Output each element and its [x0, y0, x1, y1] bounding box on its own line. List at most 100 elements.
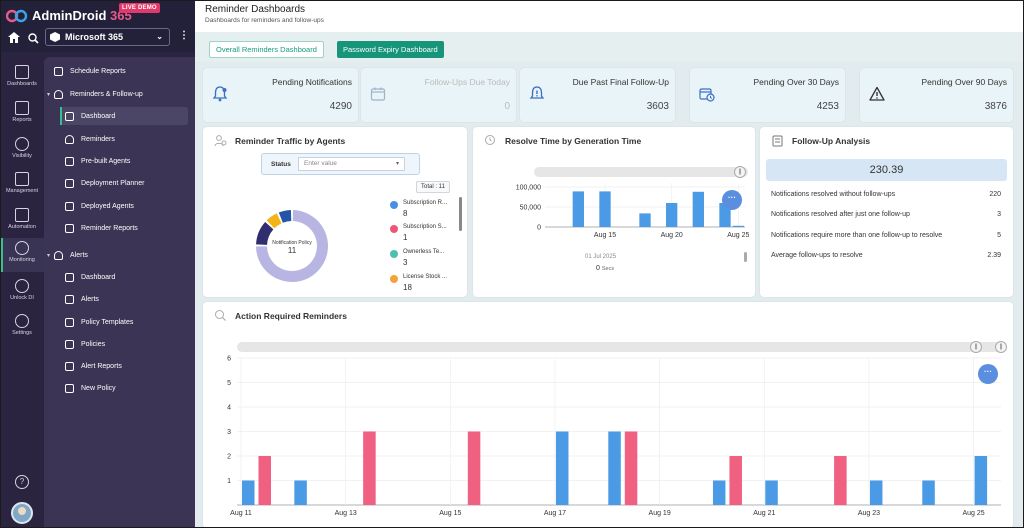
kpi-pending-over-90[interactable]: Pending Over 90 Days 3876	[860, 68, 1013, 122]
row-value: 5	[997, 232, 1001, 239]
nav-label: Reminders & Follow-up	[70, 90, 143, 98]
tab-overall-reminders[interactable]: Overall Reminders Dashboard	[209, 41, 324, 58]
kpi-label: Pending Notifications	[272, 77, 352, 87]
kpi-pending-over-30[interactable]: Pending Over 30 Days 4253	[690, 68, 845, 122]
kpi-label: Follow-Ups Due Today	[424, 77, 510, 87]
nav-deployed-agents[interactable]: Deployed Agents	[44, 197, 195, 215]
clipboard-icon	[772, 135, 783, 147]
rail-monitoring[interactable]: Monitoring	[0, 238, 44, 272]
more-options-button[interactable]: ···	[722, 190, 742, 210]
automation-icon	[15, 208, 29, 222]
nav-policy-templates[interactable]: Policy Templates	[44, 313, 195, 331]
nav-reminders-followup[interactable]: ▾ Reminders & Follow-up	[44, 85, 195, 103]
x-tick-label: Aug 23	[858, 510, 880, 517]
slider-handle-right[interactable]: ||	[995, 341, 1007, 353]
bar	[732, 225, 744, 227]
followup-analysis-card: Follow-Up Analysis 230.39 Notifications …	[760, 127, 1013, 297]
nav-schedule-reports[interactable]: Schedule Reports	[44, 62, 195, 80]
legend-count: 3	[403, 258, 408, 267]
y-tick-label: 0	[537, 225, 541, 232]
nav-label: Dashboard	[81, 112, 116, 120]
status-input[interactable]: Enter value ▾	[298, 157, 405, 171]
y-tick-label: 3	[227, 429, 231, 436]
selected-value-number: 0	[596, 265, 600, 272]
rail-dashboards[interactable]: Dashboards	[0, 62, 44, 96]
clock-search-icon	[485, 135, 495, 145]
status-filter: Status Enter value ▾	[261, 153, 420, 175]
kpi-pending-notifications[interactable]: Pending Notifications 4290	[203, 68, 358, 122]
kpi-followups-due-today[interactable]: Follow-Ups Due Today 0	[361, 68, 516, 122]
nav-label: Policies	[81, 340, 106, 348]
template-icon	[65, 317, 74, 327]
tenant-selector[interactable]: Microsoft 365 ⌄	[45, 28, 170, 46]
rail-automation[interactable]: Automation	[0, 205, 44, 239]
nav-reminder-reports[interactable]: Reminder Reports	[44, 219, 195, 237]
x-tick-label: Aug 25	[727, 232, 749, 239]
donut-slice	[256, 221, 274, 245]
rail-visibility[interactable]: Visibility	[0, 134, 44, 168]
warning-icon	[869, 86, 885, 101]
nav-deployment-planner[interactable]: Deployment Planner	[44, 174, 195, 192]
x-tick-label: Aug 15	[594, 232, 616, 239]
nav-label: New Policy	[81, 384, 116, 392]
app-logo[interactable]: AdminDroid 365	[6, 8, 132, 23]
status-label: Status	[271, 161, 291, 168]
followup-headline: 230.39	[766, 159, 1007, 181]
rail-label: Visibility	[12, 153, 32, 159]
nav-label: Policy Templates	[81, 318, 134, 326]
rail-label: Unlock DI	[10, 295, 34, 301]
rail-label: Reports	[12, 117, 32, 123]
bell-icon	[212, 86, 228, 102]
nav-alerts[interactable]: ▾ Alerts	[44, 246, 195, 264]
selected-date: 01 Jul 2025	[585, 254, 617, 260]
rail-reports[interactable]: Reports	[0, 98, 44, 132]
range-slider[interactable]	[237, 342, 1007, 352]
report-icon	[15, 101, 29, 115]
home-icon[interactable]	[8, 32, 20, 46]
range-slider[interactable]	[534, 167, 748, 177]
slider-handle[interactable]: ||	[734, 166, 746, 178]
nav-dashboard[interactable]: Dashboard	[60, 107, 188, 125]
legend-scrollbar[interactable]	[459, 197, 462, 231]
management-icon	[15, 172, 29, 186]
legend-name: Subscription S...	[403, 224, 447, 230]
bell-icon	[54, 89, 63, 99]
nav-new-policy[interactable]: New Policy	[44, 379, 195, 397]
avatar[interactable]	[11, 502, 33, 524]
rail-label: Management	[5, 188, 39, 194]
followup-row: Notifications resolved without follow-up…	[771, 191, 1001, 198]
donut-slice	[256, 210, 328, 282]
bar	[666, 203, 678, 227]
more-options-button[interactable]: ···	[978, 364, 998, 384]
search-icon[interactable]	[28, 31, 39, 49]
x-tick-label: Aug 21	[753, 510, 775, 517]
rail-unlock-di[interactable]: Unlock DI	[0, 276, 44, 310]
secondary-nav: Schedule Reports ▾ Reminders & Follow-up …	[44, 57, 195, 528]
y-tick-label: 1	[227, 478, 231, 485]
rail-settings[interactable]: Settings	[0, 311, 44, 345]
resolve-chart: 0 50,000 100,000 Aug 15 Aug 20 Aug 25	[516, 183, 750, 239]
more-vertical-icon[interactable]: ⋮	[179, 30, 189, 41]
nav-label: Pre-built Agents	[81, 157, 131, 165]
kpi-due-past-final[interactable]: Due Past Final Follow-Up 3603	[520, 68, 675, 122]
x-tick-label: Aug 11	[230, 510, 252, 517]
rail-management[interactable]: Management	[0, 169, 44, 203]
bell-alert-icon	[529, 86, 545, 99]
nav-policies[interactable]: Policies	[44, 335, 195, 353]
detail-scrollbar[interactable]	[744, 252, 747, 262]
nav-reminders[interactable]: Reminders	[44, 130, 195, 148]
brand-name: AdminDroid 365	[32, 8, 132, 23]
tab-password-expiry[interactable]: Password Expiry Dashboard	[337, 41, 444, 58]
bar	[624, 431, 638, 505]
visibility-360-icon	[15, 137, 29, 151]
nav-alerts-dashboard[interactable]: Dashboard	[44, 268, 195, 286]
slider-handle-left[interactable]: ||	[970, 341, 982, 353]
nav-prebuilt-agents[interactable]: Pre-built Agents	[44, 152, 195, 170]
bell-icon	[54, 250, 63, 260]
followup-row: Notifications resolved after just one fo…	[771, 211, 1001, 218]
nav-alerts-list[interactable]: Alerts	[44, 290, 195, 308]
help-icon[interactable]: ?	[15, 475, 29, 489]
chevron-down-icon: ⌄	[156, 32, 163, 41]
nav-alert-reports[interactable]: Alert Reports	[44, 357, 195, 375]
bar	[834, 456, 847, 505]
